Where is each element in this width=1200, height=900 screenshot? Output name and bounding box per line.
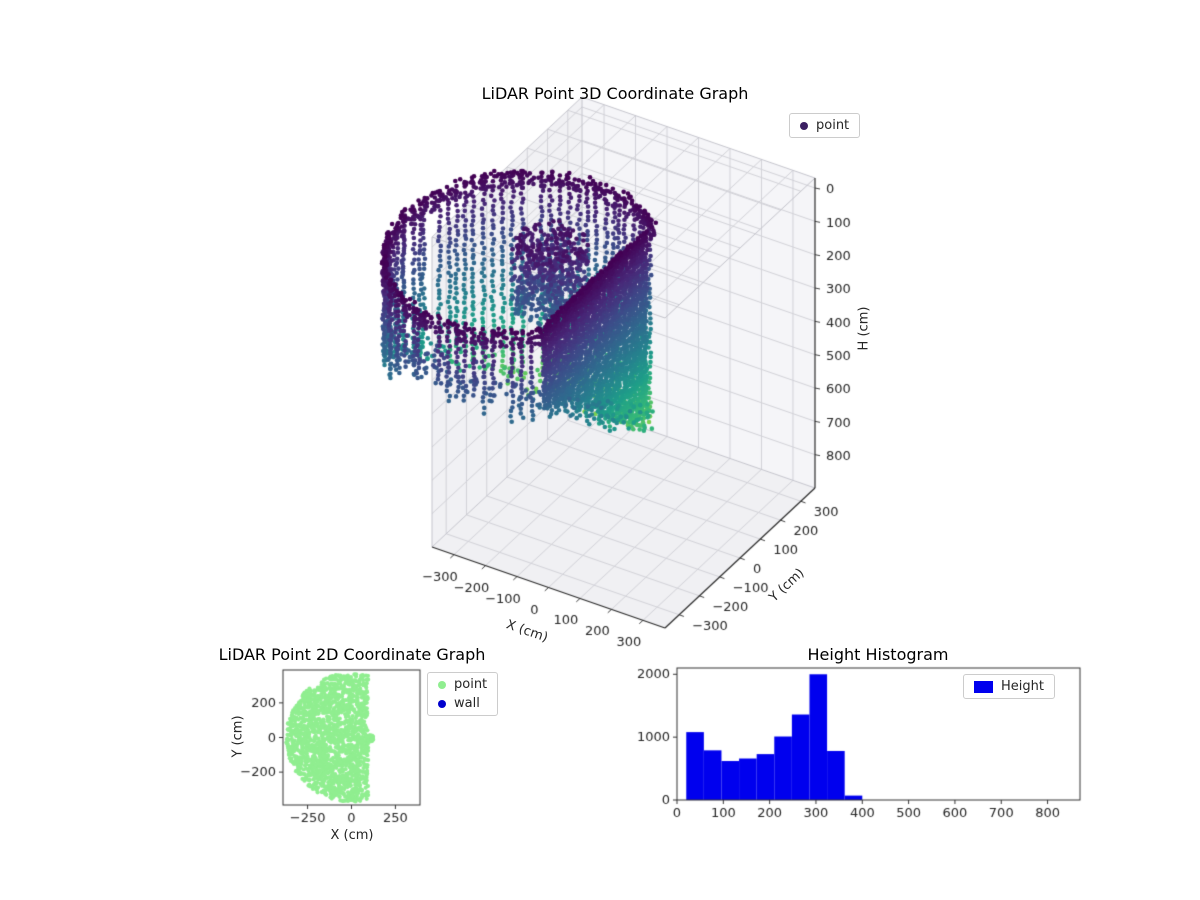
legend-label-height: Height: [1001, 679, 1044, 694]
legend-entry-height: Height: [974, 679, 1044, 694]
legend-entry-point: point: [438, 677, 487, 692]
point-marker-icon: [438, 680, 446, 689]
plot3d-zlabel: H (cm): [856, 306, 872, 351]
legend-label-point: point: [816, 118, 850, 133]
plot2d-xlabel: X (cm): [330, 828, 374, 843]
plot2d-title: LiDAR Point 2D Coordinate Graph: [218, 645, 486, 664]
plot2d-ylabel: Y (cm): [230, 715, 246, 758]
legend-entry-point: point: [800, 118, 849, 133]
plot3d-title: LiDAR Point 3D Coordinate Graph: [481, 84, 749, 103]
point-marker-icon: [800, 121, 808, 130]
wall-marker-icon: [438, 699, 446, 708]
legend-label-wall: wall: [454, 696, 480, 711]
plot2d-legend: point wall: [427, 672, 499, 716]
legend-label-point: point: [454, 677, 488, 692]
histogram-legend: Height: [963, 674, 1055, 699]
histogram-title: Height Histogram: [807, 645, 949, 664]
legend-entry-wall: wall: [438, 696, 487, 711]
height-patch-icon: [974, 680, 993, 693]
plot3d-legend: point: [789, 113, 861, 138]
